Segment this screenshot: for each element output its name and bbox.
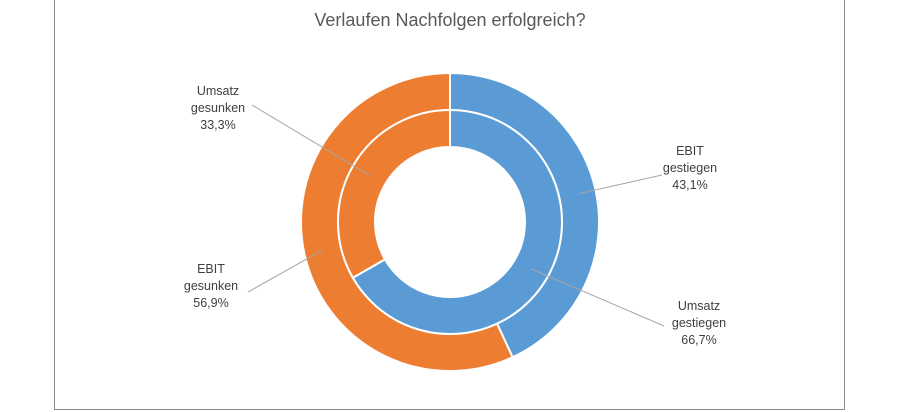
label-umsatz-gesunken: Umsatz gesunken 33,3% <box>190 84 246 132</box>
leader-line <box>247 249 323 293</box>
label-umsatz-gestiegen: Umsatz gestiegen 66,7% <box>671 299 727 347</box>
slice-umsatz-gesunken <box>337 108 451 280</box>
chart-title: Verlaufen Nachfolgen erfolgreich? <box>314 10 586 30</box>
slice-umsatz-gestiegen <box>351 108 563 335</box>
leader-line <box>577 174 663 195</box>
leader-line <box>251 104 370 176</box>
leader-line <box>530 268 665 327</box>
label-ebit-gestiegen: EBIT gestiegen 43,1% <box>662 144 718 192</box>
label-ebit-gesunken: EBIT gesunken 56,9% <box>183 262 239 310</box>
